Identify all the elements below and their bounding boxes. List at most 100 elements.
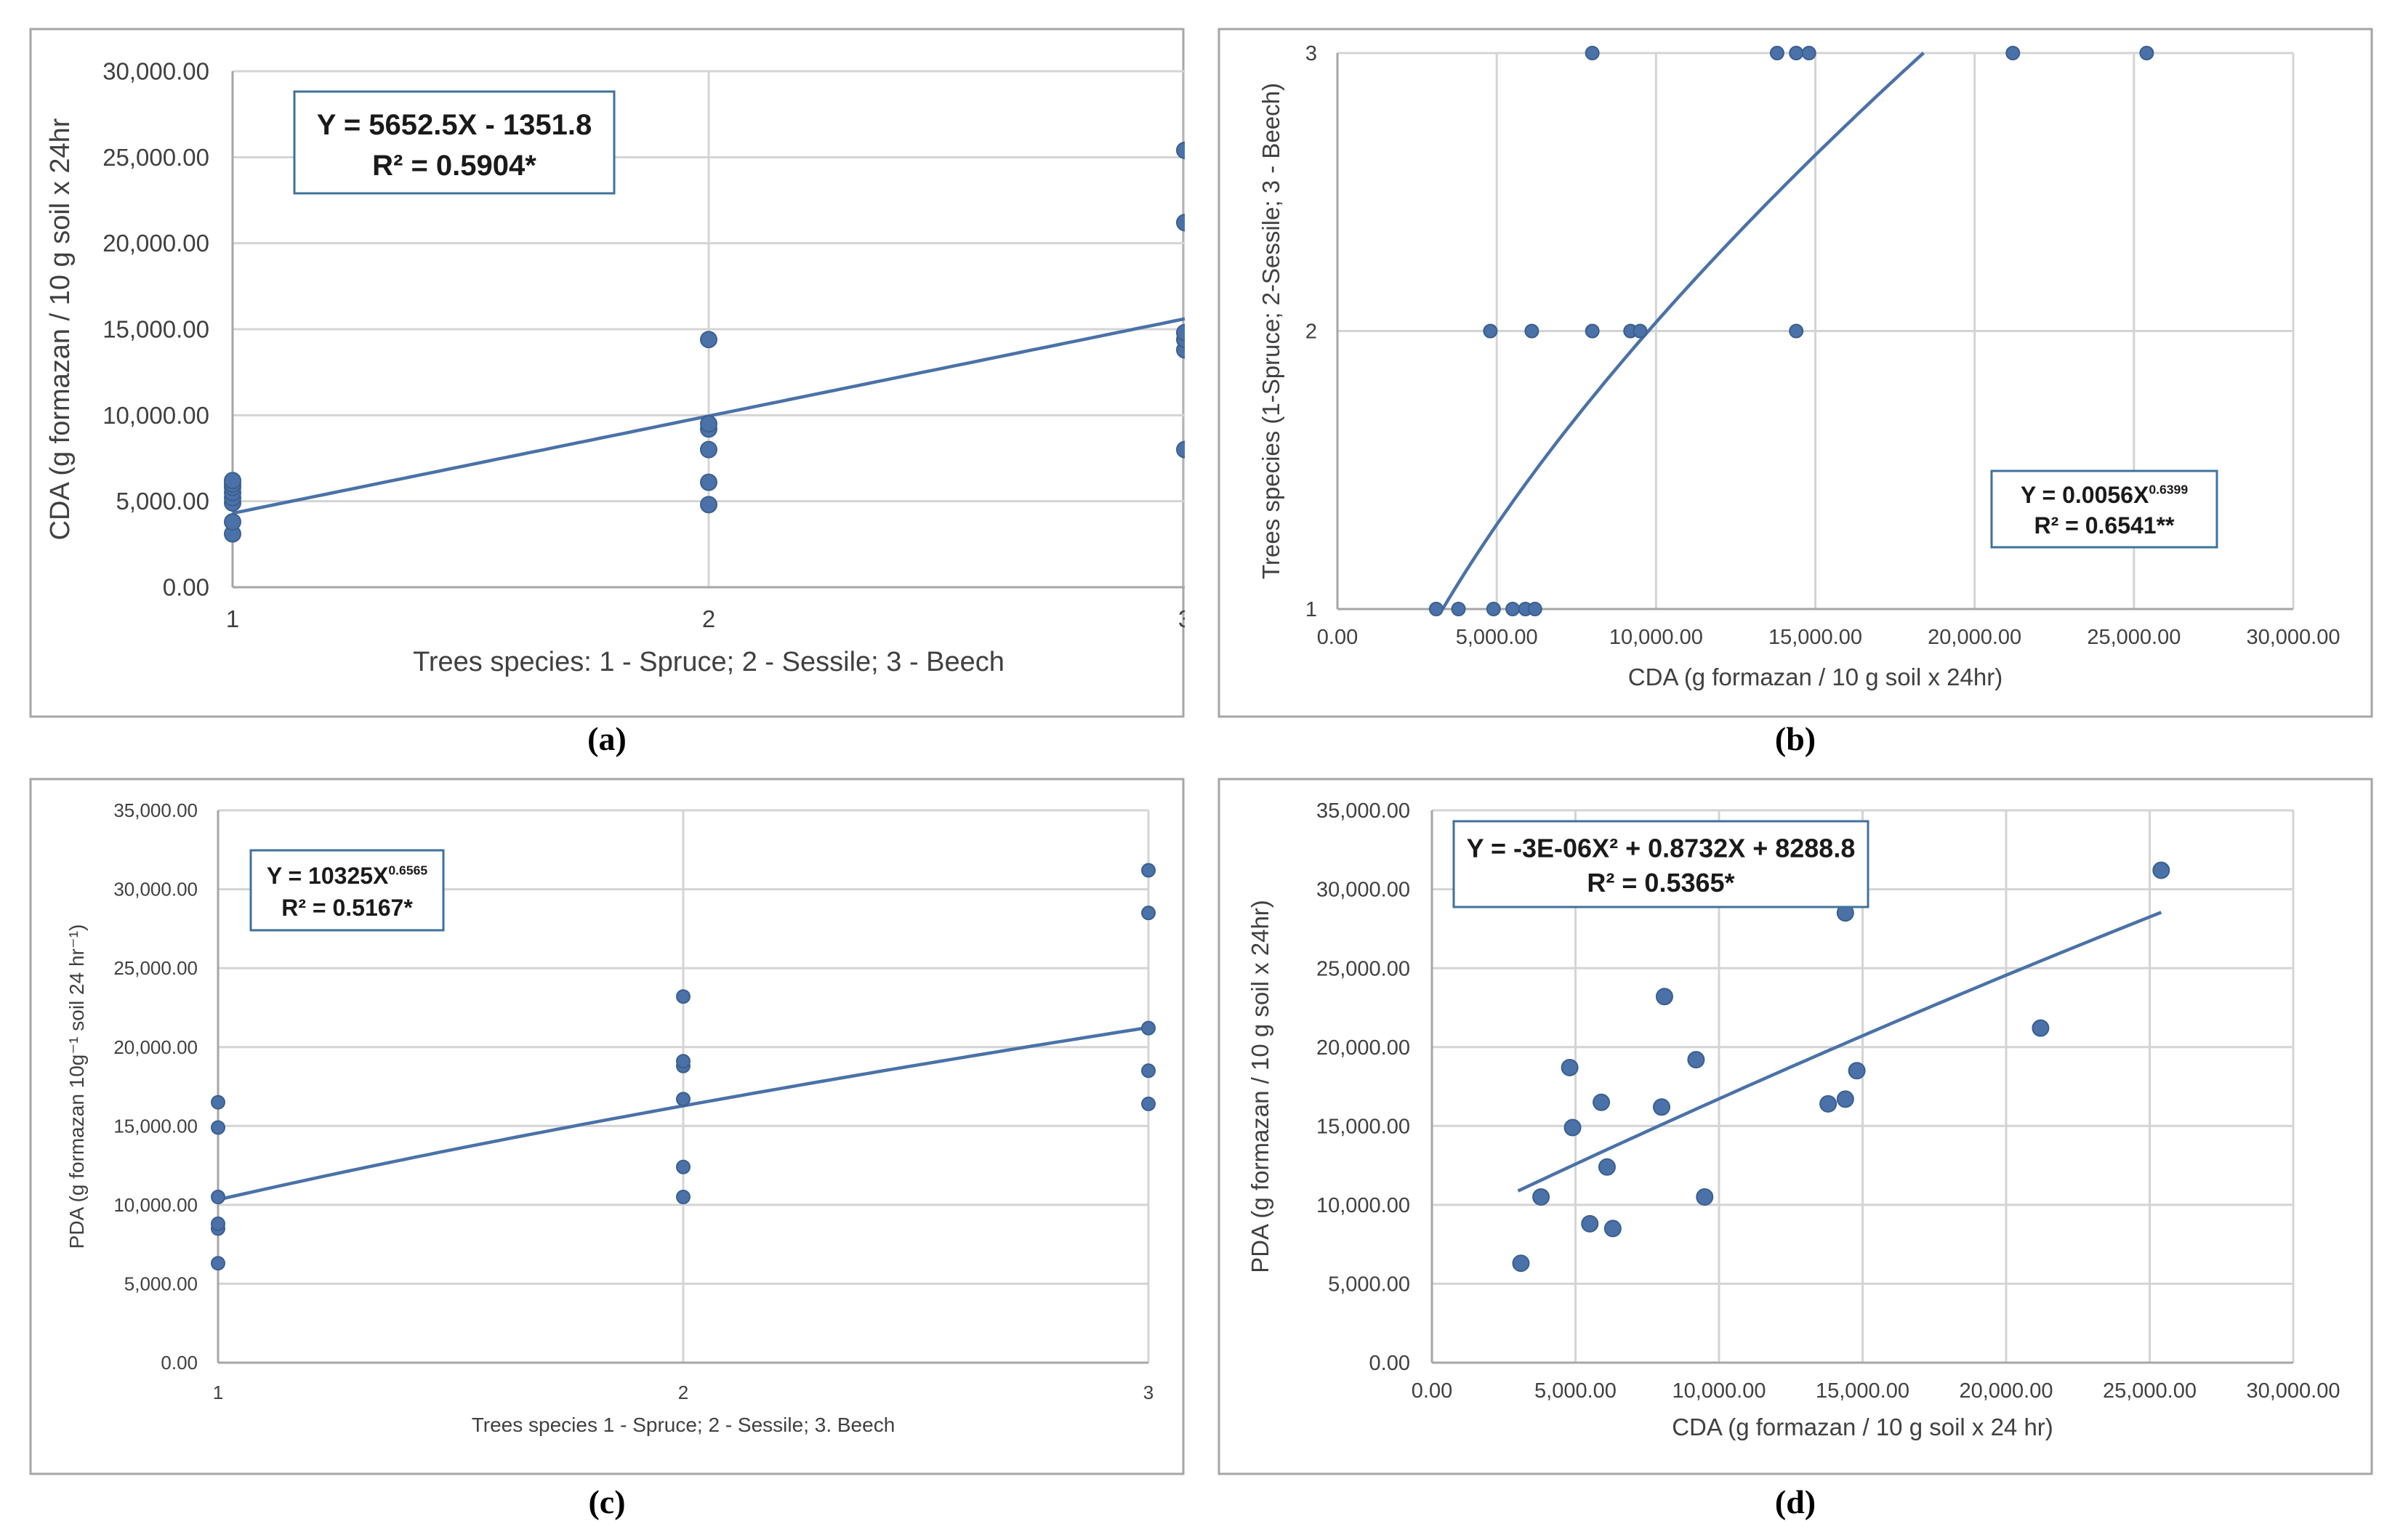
y-tick-label: 5,000.00 [1328, 1273, 1410, 1297]
equation-box-frame [1452, 820, 1869, 908]
data-point [1451, 602, 1466, 616]
data-point [676, 1159, 691, 1174]
data-point [2032, 1019, 2050, 1037]
data-points [1512, 861, 2170, 1273]
y-tick-label: 10,000.00 [102, 402, 209, 429]
data-point [676, 989, 691, 1004]
panel-d: 0.00 5,000.00 10,000.00 15,000.00 20,000.00 2… [1217, 778, 2373, 1475]
data-point [1585, 46, 1600, 60]
x-tick-label: 2 [702, 605, 715, 632]
chart-a: 1 2 3 0.00 5,000.00 10,000.00 15,000.00 20,000.… [29, 28, 1185, 718]
data-point [1598, 1158, 1616, 1176]
data-points [1428, 46, 2154, 616]
x-tick-label: 15,000.00 [1816, 1379, 1909, 1403]
data-point [1696, 1188, 1714, 1206]
trend-equation: Y = 5652.5X - 1351.8 [317, 109, 592, 141]
data-points [211, 863, 1156, 1271]
data-point [1483, 323, 1498, 339]
y-tick-label: 20,000.00 [113, 1036, 198, 1058]
y-tick-label: 5,000.00 [124, 1273, 198, 1295]
data-point [1769, 46, 1784, 60]
y-tick-label: 25,000.00 [1316, 957, 1410, 980]
chart-frame [1217, 28, 2373, 718]
x-tick-label: 2 [678, 1382, 688, 1403]
data-point [1585, 323, 1600, 339]
x-tick-label: 15,000.00 [1768, 626, 1862, 649]
data-point [1527, 602, 1542, 616]
panel-label-c: (c) [588, 1483, 626, 1520]
y-tick-label: 25,000.00 [113, 957, 198, 979]
y-tick-label: 10,000.00 [1316, 1194, 1410, 1217]
data-point [1176, 214, 1185, 232]
y-axis-label: Trees species (1-Spruce; 2-Sessile; 3 - … [1257, 83, 1284, 579]
data-point [1532, 1188, 1550, 1206]
data-point [1563, 1118, 1582, 1137]
data-point [1836, 1090, 1854, 1108]
r-squared: R² = 0.5167* [281, 895, 413, 921]
data-point [211, 1120, 225, 1135]
data-point [211, 1190, 225, 1204]
data-point [1801, 46, 1816, 60]
x-axis-label: Trees species 1 - Spruce; 2 - Sessile; 3… [472, 1414, 895, 1436]
x-tick-label: 10,000.00 [1609, 626, 1703, 649]
y-tick-label: 15,000.00 [1316, 1115, 1410, 1138]
trendline [1517, 911, 2162, 1193]
data-point [1655, 988, 1673, 1006]
panel-b: 0.00 5,000.00 10,000.00 15,000.00 20,000.00 2… [1217, 28, 2373, 718]
data-point [1141, 863, 1156, 878]
trend-equation: Y = 0.0056X0.6399 [2021, 482, 2188, 508]
data-point [1141, 1020, 1156, 1036]
y-tick-label: 5,000.00 [116, 488, 209, 515]
y-tick-label: 30,000.00 [102, 58, 209, 85]
x-tick-label: 10,000.00 [1672, 1379, 1766, 1403]
data-points [224, 141, 1185, 543]
y-tick-label: 15,000.00 [113, 1115, 198, 1137]
x-tick-label: 25,000.00 [2087, 626, 2181, 649]
x-axis-label: CDA (g formazan / 10 g soil x 24 hr) [1672, 1414, 2053, 1440]
data-point [1687, 1051, 1705, 1069]
panel-label-b: (b) [1774, 720, 1816, 757]
r-squared: R² = 0.5365* [1587, 868, 1734, 898]
data-point [1176, 141, 1185, 159]
y-tick-label: 0.00 [161, 1352, 198, 1374]
data-point [700, 473, 717, 491]
data-point [700, 496, 717, 514]
y-axis-label: CDA (g formazan / 10 g soil x 24hr [45, 118, 76, 540]
chart-d: 0.00 5,000.00 10,000.00 15,000.00 20,000.00 2… [1217, 778, 2373, 1475]
equation-box: Y = 10325X0.6565 R² = 0.5167* [249, 849, 445, 932]
data-point [224, 472, 241, 490]
x-tick-label: 0.00 [1412, 1379, 1452, 1403]
data-point [1789, 46, 1804, 60]
data-point [1141, 906, 1156, 921]
y-tick-label: 35,000.00 [1316, 799, 1410, 823]
data-point [676, 1190, 691, 1204]
data-point [211, 1256, 225, 1271]
data-point [1603, 1219, 1622, 1238]
y-tick-label: 30,000.00 [113, 879, 198, 900]
data-point [1505, 602, 1521, 616]
y-tick-label: 0.00 [163, 574, 209, 601]
data-point [1141, 1063, 1156, 1079]
x-tick-label: 20,000.00 [1959, 1379, 2053, 1403]
y-tick-label: 0.00 [1369, 1352, 1410, 1375]
data-point [1633, 323, 1648, 339]
equation-box: Y = 0.0056X0.6399 R² = 0.6541** [1990, 469, 2218, 549]
panel-label-d: (d) [1774, 1483, 1816, 1520]
trendline [1441, 52, 1925, 610]
data-point [2005, 46, 2021, 60]
data-point [1653, 1098, 1670, 1116]
data-point [1486, 602, 1501, 616]
data-point [700, 331, 717, 349]
data-point [211, 1216, 225, 1231]
x-tick-label: 25,000.00 [2103, 1379, 2197, 1403]
equation-box-frame [293, 90, 616, 195]
y-tick-label: 30,000.00 [1316, 879, 1410, 902]
x-tick-label: 3 [1178, 605, 1185, 632]
chart-c: 1 2 3 0.00 5,000.00 10,000.00 15,000.00 20,000.… [29, 778, 1185, 1475]
y-tick-label: 20,000.00 [1316, 1036, 1410, 1060]
y-tick-label: 1 [1305, 598, 1317, 621]
y-tick-label: 15,000.00 [102, 316, 209, 343]
r-squared: R² = 0.6541** [2034, 512, 2175, 539]
data-point [1848, 1062, 1866, 1080]
data-point [1561, 1058, 1579, 1076]
